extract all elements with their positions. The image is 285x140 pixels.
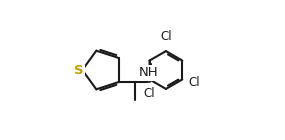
Text: Cl: Cl [161,30,172,43]
Text: S: S [74,64,84,76]
Text: NH: NH [139,66,158,79]
Text: Cl: Cl [143,87,155,100]
Text: Cl: Cl [188,76,199,89]
